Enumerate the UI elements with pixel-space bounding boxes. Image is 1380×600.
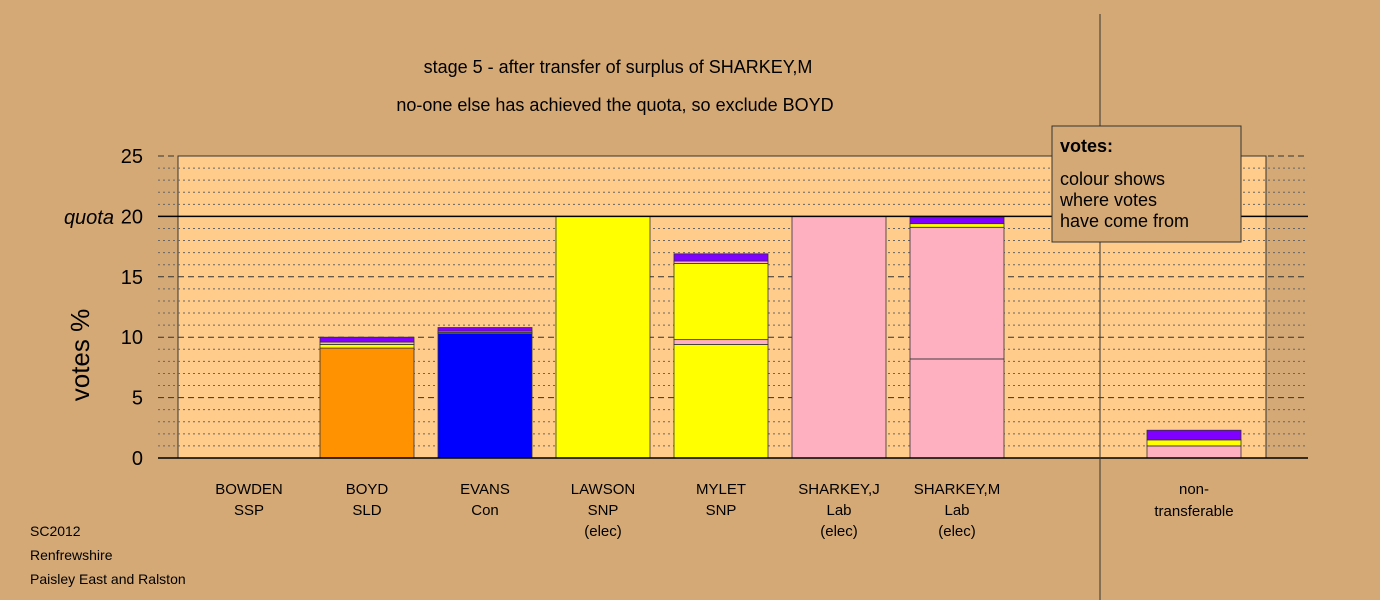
bar-segment <box>791 215 887 459</box>
bar-segment <box>673 339 769 345</box>
chart-subtitle: no-one else has achieved the quota, so e… <box>396 95 833 115</box>
bar-segment <box>319 347 415 459</box>
candidate-name: SHARKEY,J <box>798 481 879 498</box>
nontransferable-segment <box>1146 429 1242 441</box>
nontransferable-segment <box>1146 445 1242 459</box>
bar-segment <box>319 336 415 343</box>
chart-title: stage 5 - after transfer of surplus of S… <box>424 57 813 77</box>
bar-segment <box>555 215 651 459</box>
y-axis: 0 5 10 15 20 25 <box>121 146 143 470</box>
legend-line: colour shows <box>1060 169 1165 189</box>
candidate-party: SNP <box>588 502 619 519</box>
candidate-party: Lab <box>944 502 969 519</box>
bar-segment <box>437 333 533 459</box>
footer-council: Renfrewshire <box>30 547 113 563</box>
bar-segment <box>909 358 1005 459</box>
footer-ward: Paisley East and Ralston <box>30 571 186 587</box>
candidate-name: BOWDEN <box>215 481 283 498</box>
bar-segment <box>673 344 769 459</box>
y-tick-label: 10 <box>121 327 143 349</box>
candidate-status: (elec) <box>584 523 622 540</box>
candidate-name: EVANS <box>460 481 510 498</box>
y-tick-label: 15 <box>121 267 143 289</box>
footer: SC2012 Renfrewshire Paisley East and Ral… <box>30 523 186 587</box>
bar-segment <box>673 253 769 262</box>
candidate-party: Lab <box>826 502 851 519</box>
candidate-party: Con <box>471 502 499 519</box>
candidate-status: (elec) <box>820 523 858 540</box>
quota-label: quota <box>64 207 114 229</box>
legend: votes: colour shows where votes have com… <box>1051 125 1242 243</box>
y-tick-label: 20 <box>121 206 143 228</box>
bar-segment <box>909 226 1005 360</box>
footer-election: SC2012 <box>30 523 81 539</box>
candidate-party: SSP <box>234 502 264 519</box>
candidate-party: SLD <box>352 502 381 519</box>
bar-segment <box>909 223 1005 228</box>
y-tick-label: 5 <box>132 388 143 410</box>
candidate-status: (elec) <box>938 523 976 540</box>
bar-segment <box>909 215 1005 225</box>
y-tick-label: 25 <box>121 146 143 168</box>
y-tick-label: 0 <box>132 448 143 470</box>
legend-box <box>1051 125 1242 243</box>
candidate-name: MYLET <box>696 481 746 498</box>
candidate-name: BOYD <box>346 481 389 498</box>
candidate-name: SHARKEY,M <box>914 481 1000 498</box>
legend-line: have come from <box>1060 211 1189 231</box>
candidate-name: LAWSON <box>571 481 635 498</box>
legend-line: where votes <box>1059 190 1157 210</box>
nontransferable-label: non- <box>1179 481 1209 498</box>
bar-segment <box>673 263 769 341</box>
candidate-party: SNP <box>706 502 737 519</box>
bar-segment <box>319 344 415 349</box>
y-axis-label: votes % <box>65 309 95 402</box>
x-axis-labels: BOWDEN SSP BOYD SLD EVANS Con LAWSON SNP (elec) M… <box>215 481 1233 540</box>
nontransferable-label: transferable <box>1154 503 1233 520</box>
bar-segment <box>437 327 533 332</box>
legend-title: votes: <box>1060 136 1113 156</box>
nontransferable-segment <box>1146 439 1242 447</box>
